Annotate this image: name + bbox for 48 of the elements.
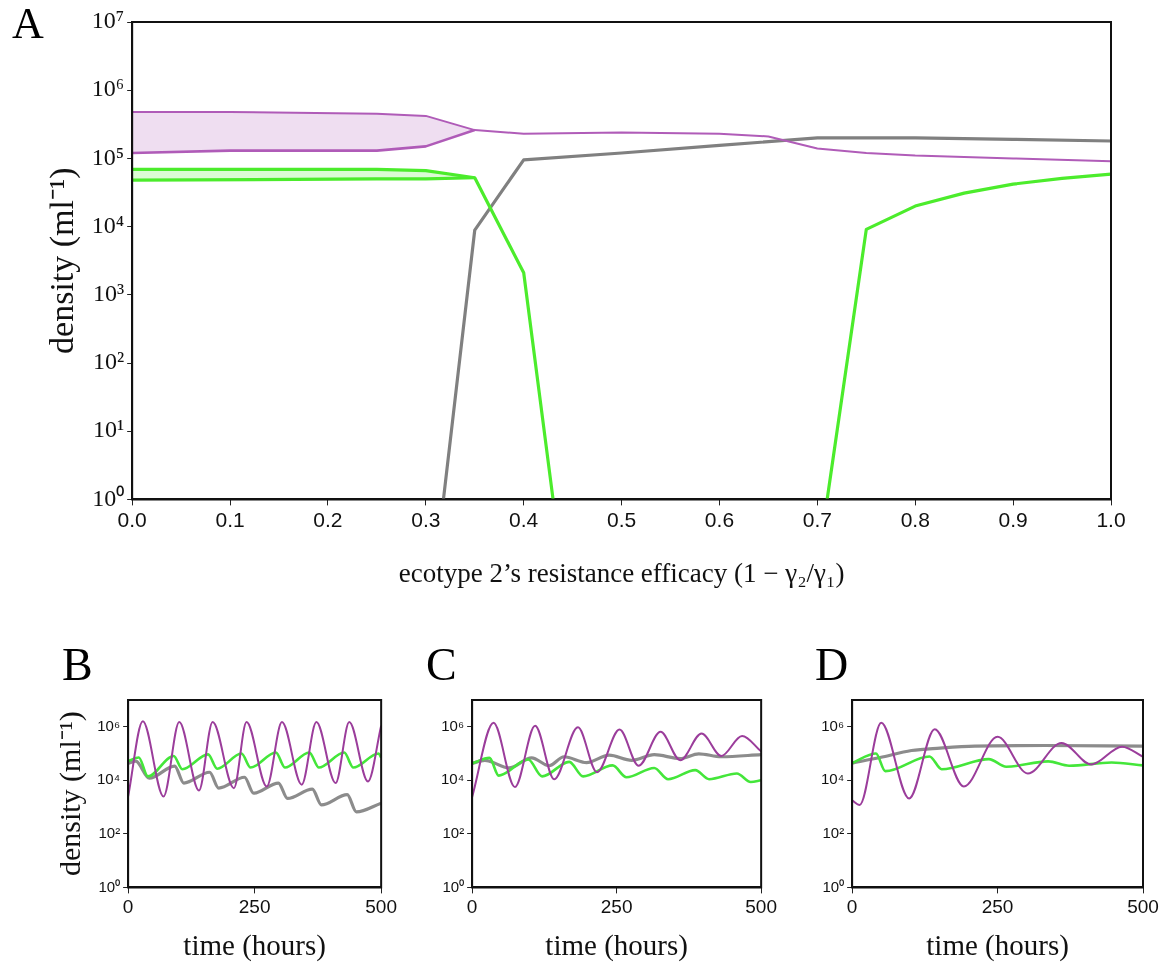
x-tick-label: 500 bbox=[365, 896, 397, 918]
x-tick-label: 0.1 bbox=[215, 507, 245, 531]
x-tick-label: 0.6 bbox=[704, 507, 735, 531]
y-tick-label: 10² bbox=[98, 824, 121, 841]
x-tick-label: 250 bbox=[238, 896, 271, 918]
x-axis-title: time (hours) bbox=[926, 929, 1069, 963]
y-tick-label: 10⁴ bbox=[96, 770, 121, 788]
x-tick-label: 0 bbox=[846, 896, 858, 918]
x-tick-label: 0.5 bbox=[606, 507, 637, 531]
x-tick-label: 0.3 bbox=[411, 507, 441, 531]
chart-title: D bbox=[815, 639, 849, 691]
y-tick-label: 10³ bbox=[92, 280, 125, 307]
y-tick-label: 10⁷ bbox=[91, 7, 125, 34]
y-tick-label: 10⁴ bbox=[820, 770, 845, 788]
x-tick-label: 0 bbox=[466, 896, 478, 918]
x-tick-label: 0.4 bbox=[509, 507, 539, 531]
x-tick-label: 500 bbox=[745, 896, 777, 918]
y-tick-label: 10⁰ bbox=[822, 877, 845, 895]
x-tick-label: 0.2 bbox=[313, 507, 343, 531]
y-tick-label: 10² bbox=[92, 348, 125, 375]
x-tick-label: 250 bbox=[981, 896, 1014, 918]
y-tick-label: 10² bbox=[442, 824, 465, 841]
y-tick-label: 10⁶ bbox=[91, 75, 125, 102]
x-tick-label: 500 bbox=[1127, 896, 1159, 918]
x-tick-label: 0.8 bbox=[900, 507, 930, 531]
x-axis-title: time (hours) bbox=[183, 929, 326, 963]
y-axis-title: density (ml⁻¹) bbox=[52, 711, 87, 877]
x-axis-title: time (hours) bbox=[545, 929, 688, 963]
y-tick-label: 10⁶ bbox=[97, 716, 121, 734]
x-tick-label: 250 bbox=[600, 896, 633, 918]
y-tick-label: 10⁶ bbox=[441, 716, 465, 734]
y-tick-label: 10² bbox=[822, 824, 845, 841]
x-tick-label: 0 bbox=[122, 896, 134, 918]
y-axis-title: density (ml⁻¹) bbox=[43, 167, 82, 354]
chart-title: A bbox=[12, 0, 44, 49]
y-tick-label: 10⁴ bbox=[440, 770, 465, 788]
y-tick-label: 10⁰ bbox=[98, 877, 121, 895]
x-tick-label: 1.0 bbox=[1096, 507, 1126, 531]
y-tick-label: 10⁰ bbox=[442, 877, 465, 895]
y-tick-label: 10⁴ bbox=[91, 211, 125, 238]
chart-title: B bbox=[62, 639, 93, 691]
x-tick-label: 0.9 bbox=[998, 507, 1028, 531]
y-tick-label: 10⁵ bbox=[91, 143, 125, 170]
y-tick-label: 10¹ bbox=[92, 416, 125, 443]
x-axis-title: ecotype 2’s resistance efficacy (1 − γ₂/γ₁) bbox=[398, 557, 845, 588]
chart-title: C bbox=[426, 639, 457, 691]
y-tick-label: 10⁶ bbox=[821, 716, 845, 734]
x-tick-label: 0.7 bbox=[802, 507, 832, 531]
